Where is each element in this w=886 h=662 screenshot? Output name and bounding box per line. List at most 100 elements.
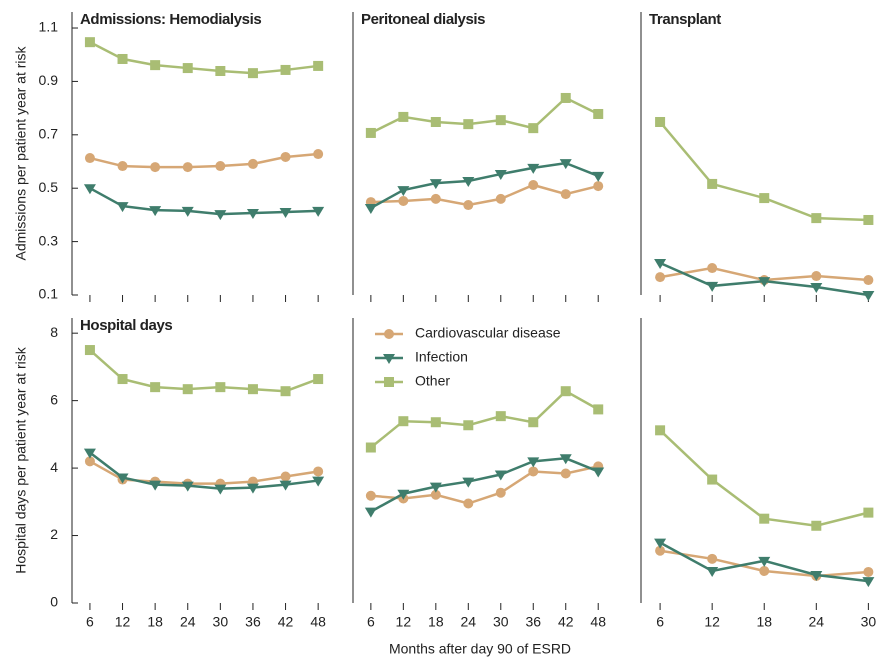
marker <box>863 566 874 577</box>
x-tick-label: 42 <box>278 614 294 630</box>
series-line <box>370 457 599 513</box>
marker <box>811 520 822 531</box>
legend-label: Other <box>415 373 450 389</box>
series-line <box>370 389 599 449</box>
x-tick-label: 24 <box>461 614 477 630</box>
marker <box>706 566 719 577</box>
x-tick-label: 6 <box>367 614 375 630</box>
marker <box>863 214 874 225</box>
marker <box>463 498 474 509</box>
marker <box>84 37 95 48</box>
marker <box>494 170 507 181</box>
y-tick-label: 6 <box>50 391 58 407</box>
series-line <box>659 429 869 528</box>
marker <box>214 484 227 495</box>
y-tick-label: 8 <box>50 324 58 340</box>
marker <box>706 281 719 292</box>
marker <box>593 181 604 192</box>
marker <box>863 275 874 286</box>
series-line <box>370 96 599 135</box>
marker <box>759 193 770 204</box>
marker <box>117 53 128 64</box>
marker <box>181 481 194 492</box>
x-tick-label: 6 <box>656 614 664 630</box>
marker <box>810 571 823 582</box>
y-axis-label: Admissions per patient year at risk <box>13 46 29 261</box>
marker <box>430 116 441 127</box>
marker <box>655 272 666 283</box>
x-axis-label: Months after day 90 of ESRD <box>389 641 571 657</box>
marker <box>313 466 324 477</box>
marker <box>398 416 409 427</box>
x-tick-label: 30 <box>493 614 509 630</box>
marker <box>429 482 442 493</box>
x-tick-label: 24 <box>809 614 825 630</box>
series-line <box>89 152 319 169</box>
marker <box>560 189 571 200</box>
marker <box>655 425 666 436</box>
marker <box>528 466 539 477</box>
marker <box>810 282 823 293</box>
y-tick-label: 2 <box>50 526 58 542</box>
marker <box>811 271 822 282</box>
series-line <box>659 121 869 222</box>
marker <box>462 176 475 187</box>
marker <box>280 64 291 75</box>
y-tick-label: 0.1 <box>39 286 59 302</box>
marker <box>116 473 129 484</box>
marker <box>84 456 95 467</box>
x-tick-label: 36 <box>245 614 261 630</box>
marker <box>593 404 604 415</box>
marker <box>215 66 226 77</box>
marker <box>84 345 95 356</box>
marker <box>429 179 442 190</box>
series-line <box>89 349 319 393</box>
x-tick-label: 12 <box>396 614 412 630</box>
legend-marker <box>384 377 394 387</box>
marker <box>83 184 96 195</box>
marker <box>215 161 226 172</box>
marker <box>862 577 875 588</box>
marker <box>707 263 718 274</box>
x-tick-label: 18 <box>147 614 163 630</box>
marker <box>398 196 409 207</box>
panel-title: Admissions: Hemodialysis <box>80 11 261 28</box>
marker <box>707 474 718 485</box>
marker <box>863 507 874 518</box>
x-tick-label: 30 <box>861 614 877 630</box>
marker <box>279 480 292 491</box>
marker <box>214 210 227 221</box>
legend-label: Cardiovascular disease <box>415 325 561 341</box>
marker <box>655 116 666 127</box>
marker <box>117 374 128 385</box>
marker <box>149 480 162 491</box>
marker <box>463 119 474 130</box>
marker <box>654 258 667 269</box>
marker <box>430 489 441 500</box>
marker <box>758 277 771 288</box>
y-axis-label: Hospital days per patient year at risk <box>13 346 29 573</box>
marker <box>430 417 441 428</box>
marker <box>862 291 875 301</box>
panel-title: Peritoneal dialysis <box>361 11 485 28</box>
marker <box>527 457 540 468</box>
marker <box>560 386 571 397</box>
marker <box>246 209 259 220</box>
marker <box>313 60 324 71</box>
marker <box>364 203 377 214</box>
marker <box>313 149 324 160</box>
marker <box>280 471 291 482</box>
marker <box>528 417 539 428</box>
marker <box>150 382 161 393</box>
marker <box>365 490 376 501</box>
marker <box>364 507 377 518</box>
marker <box>811 213 822 224</box>
marker <box>654 538 667 549</box>
marker <box>397 489 410 500</box>
x-tick-label: 42 <box>558 614 574 630</box>
marker <box>247 384 258 395</box>
marker <box>759 513 770 524</box>
x-tick-label: 48 <box>310 614 326 630</box>
y-tick-label: 1.1 <box>39 19 59 35</box>
